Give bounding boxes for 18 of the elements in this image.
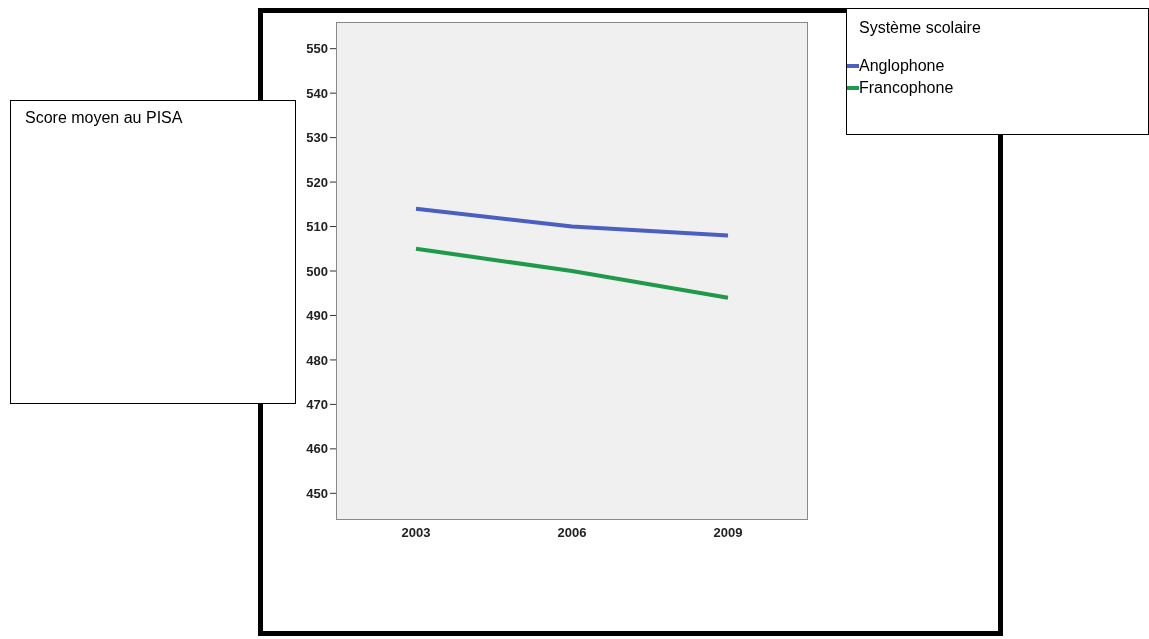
y-tick-label: 460 [306,441,328,457]
y-tick-label: 540 [306,85,328,101]
y-tick-label: 490 [306,308,328,324]
x-tick-label: 2003 [401,525,431,541]
y-tick-label: 450 [306,485,328,501]
y-tick-label: 530 [306,130,328,146]
text: Score moyen au PISA [10,100,296,404]
legend-label: Francophone [859,79,954,97]
y-tick-label: 480 [306,352,328,368]
legend-label: Anglophone [859,57,945,75]
x-tick-label: 2006 [557,525,587,541]
y-tick-label: 550 [306,41,328,57]
x-tick-label: 2009 [713,525,743,541]
legend-title: Système scolaire [858,19,982,37]
y-tick-label: 510 [306,219,328,235]
y-tick-label: 500 [306,263,328,279]
y-tick-label: 520 [306,174,328,190]
y-tick-label: 470 [306,397,328,413]
